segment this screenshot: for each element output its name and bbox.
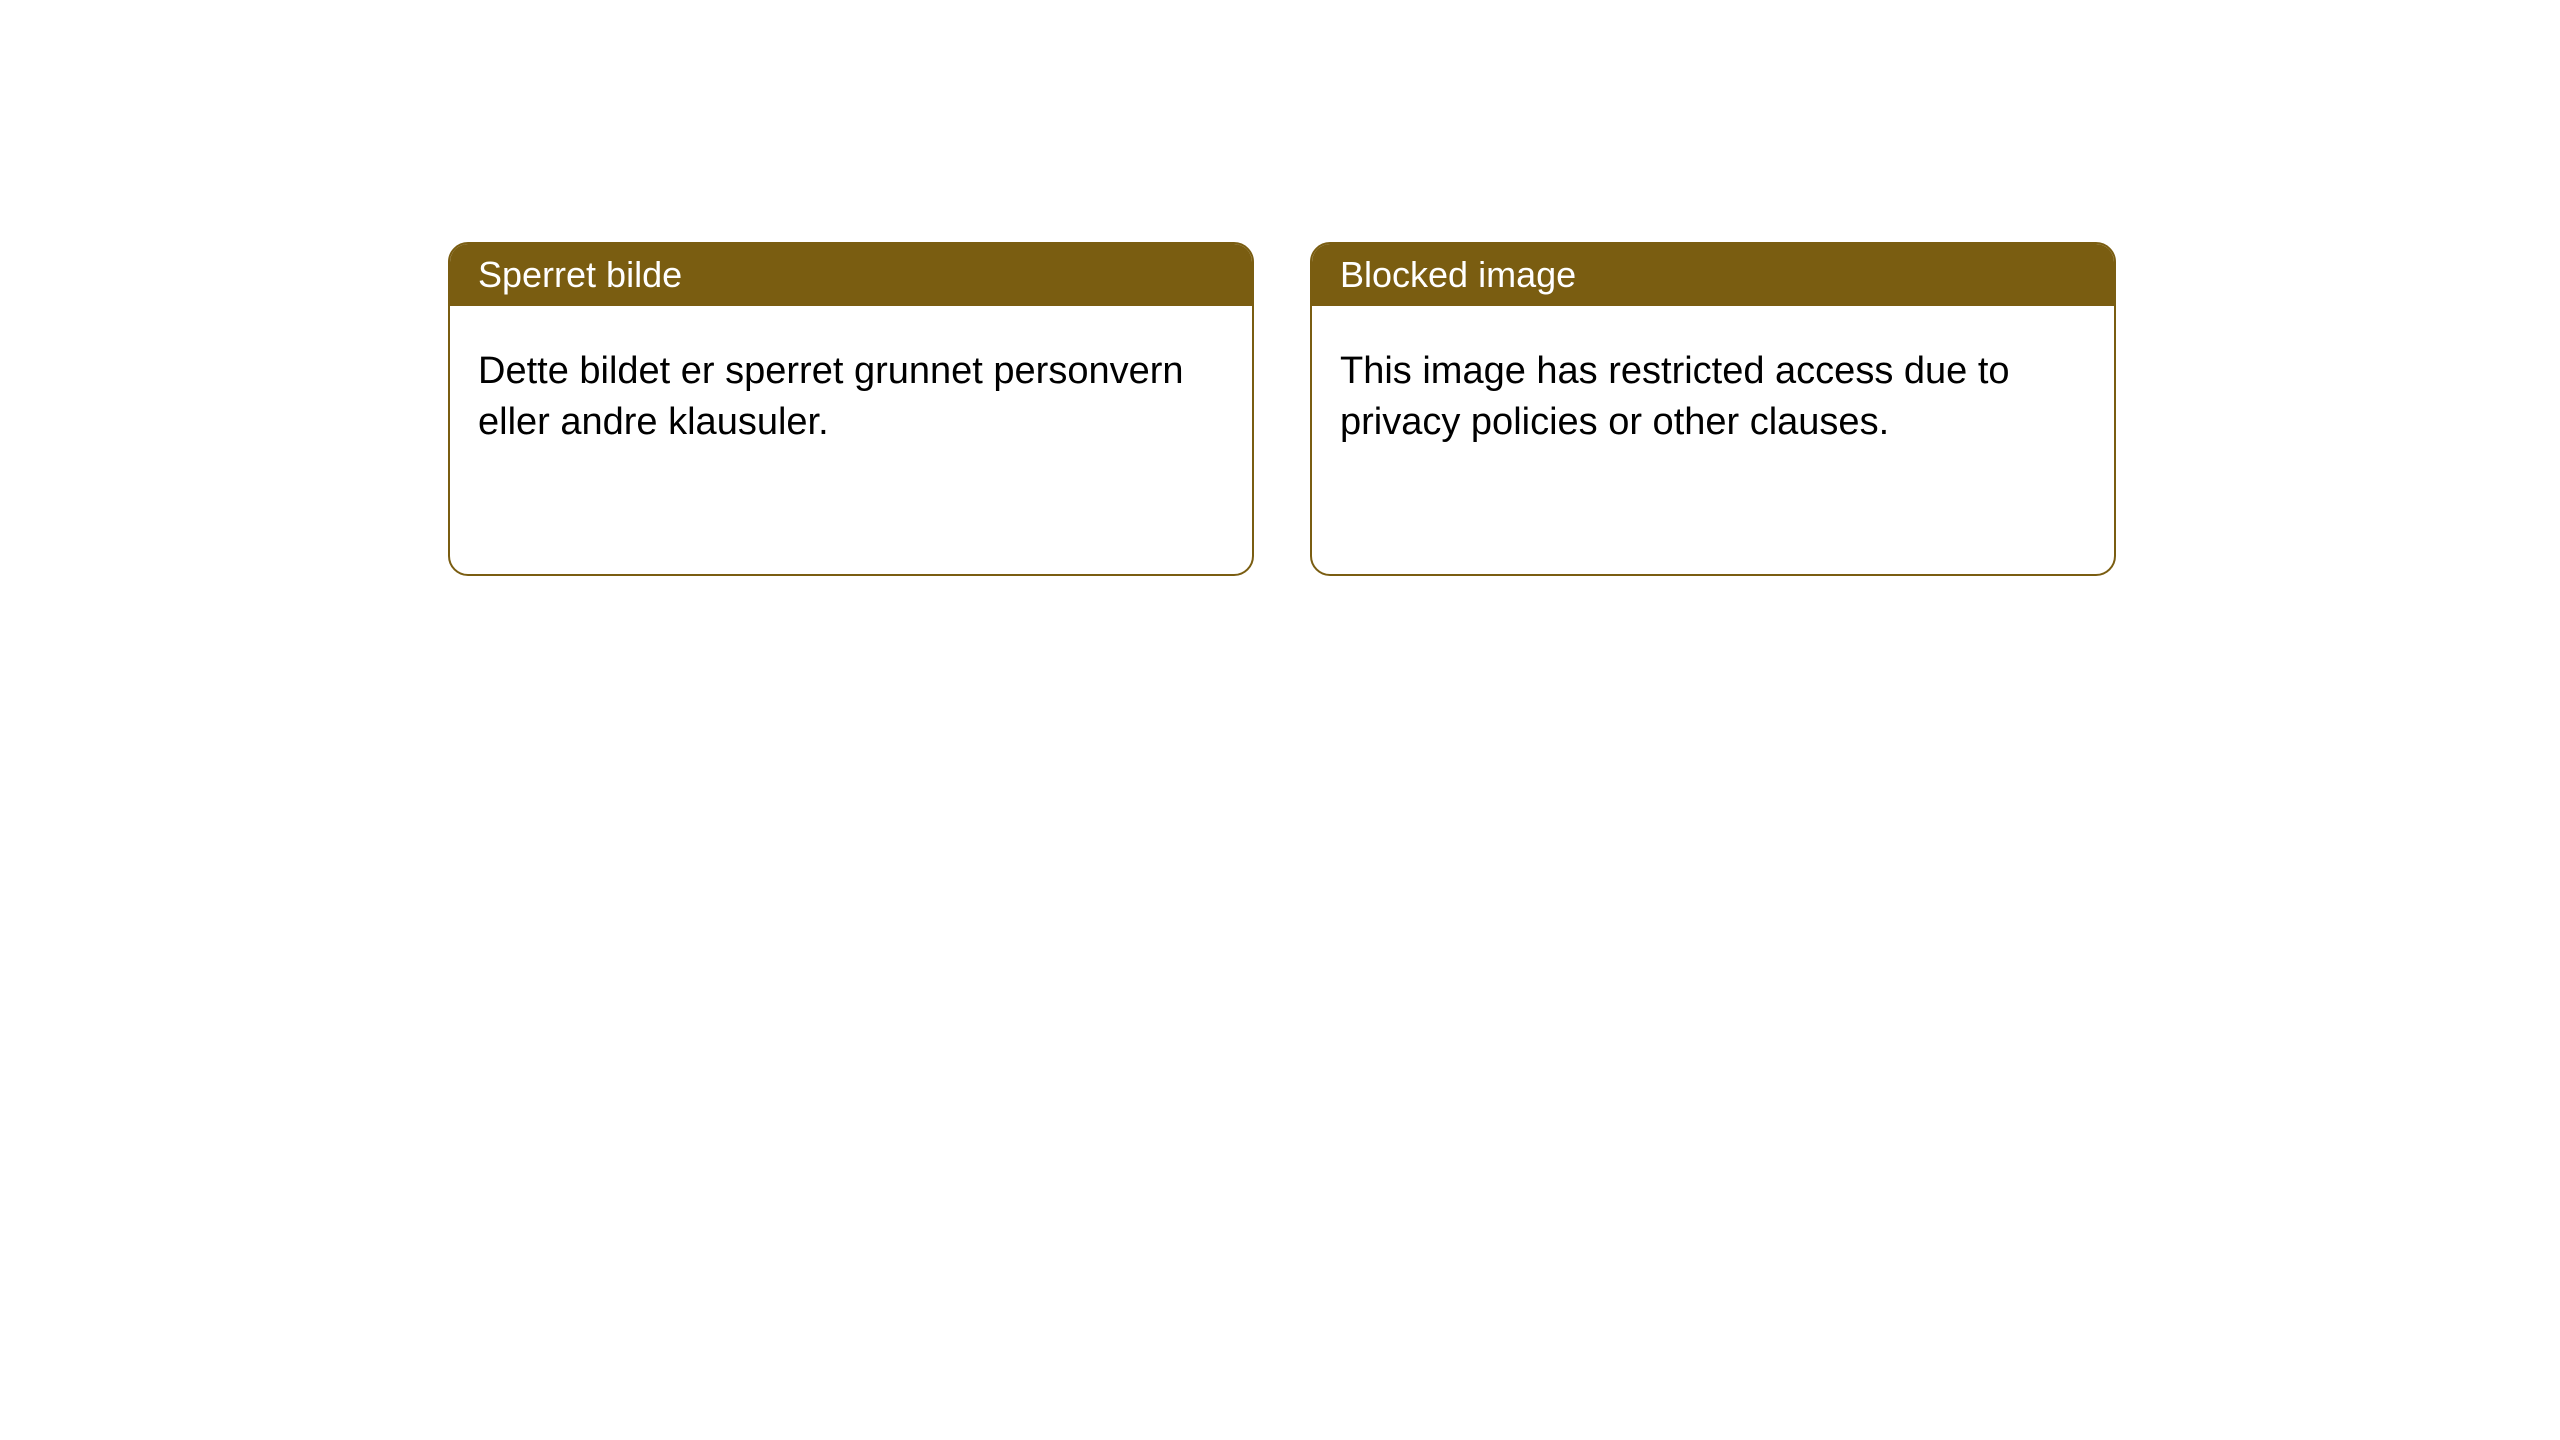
card-text-norwegian: Dette bildet er sperret grunnet personve… xyxy=(478,350,1184,443)
blocked-image-card-norwegian: Sperret bilde Dette bildet er sperret gr… xyxy=(448,242,1254,576)
card-text-english: This image has restricted access due to … xyxy=(1340,350,2010,443)
card-header-norwegian: Sperret bilde xyxy=(450,244,1252,306)
cards-container: Sperret bilde Dette bildet er sperret gr… xyxy=(0,0,2560,576)
card-header-english: Blocked image xyxy=(1312,244,2114,306)
card-body-norwegian: Dette bildet er sperret grunnet personve… xyxy=(450,306,1252,489)
blocked-image-card-english: Blocked image This image has restricted … xyxy=(1310,242,2116,576)
card-body-english: This image has restricted access due to … xyxy=(1312,306,2114,489)
card-title-english: Blocked image xyxy=(1340,254,1576,295)
card-title-norwegian: Sperret bilde xyxy=(478,254,682,295)
